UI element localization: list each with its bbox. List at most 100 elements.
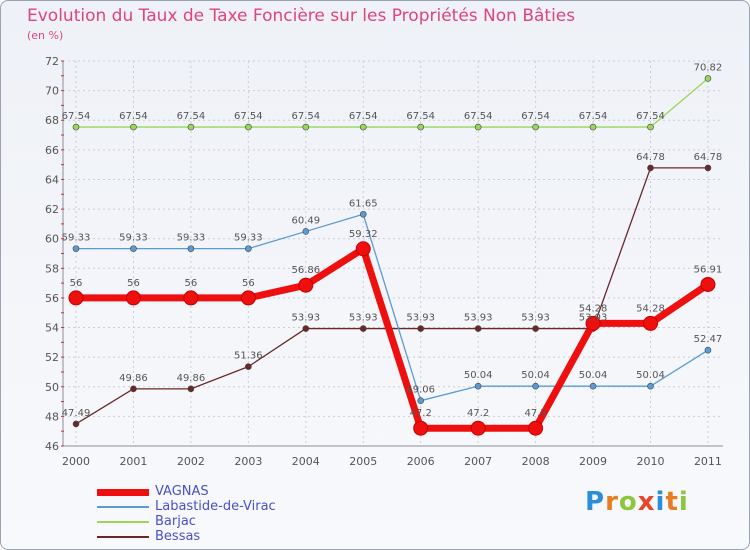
legend-swatch <box>97 536 149 538</box>
data-point <box>532 123 539 131</box>
data-label: 67.54 <box>234 111 263 122</box>
y-tick-label: 50 <box>45 381 59 394</box>
data-label: 59.33 <box>177 233 206 244</box>
y-tick-label: 48 <box>45 410 59 423</box>
data-point <box>647 123 654 131</box>
proxiti-logo: Proxiti <box>585 487 689 517</box>
series-layer <box>68 75 716 436</box>
data-label: 67.54 <box>579 111 608 122</box>
x-tick-label: 2011 <box>694 455 722 468</box>
y-tick-label: 66 <box>45 144 59 157</box>
y-tick-label: 64 <box>45 173 59 186</box>
x-tick-label: 2010 <box>637 455 665 468</box>
data-point <box>130 385 137 393</box>
data-point <box>643 315 658 331</box>
data-label: 56 <box>127 278 140 289</box>
data-point <box>704 346 712 354</box>
brand-letter: i <box>678 487 689 517</box>
data-point <box>130 123 137 131</box>
y-tick-label: 54 <box>45 322 59 335</box>
data-label: 50.04 <box>579 370 608 381</box>
legend-label: Labastide-de-Virac <box>155 499 276 514</box>
data-label: 59.32 <box>349 229 378 240</box>
x-tick-label: 2000 <box>62 455 90 468</box>
data-label: 52.47 <box>694 334 723 345</box>
data-point <box>125 290 141 306</box>
data-label: 54.28 <box>636 303 665 314</box>
data-label: 59.33 <box>119 233 148 244</box>
data-point <box>355 241 371 257</box>
x-tick-label: 2009 <box>579 455 607 468</box>
y-tick-label: 56 <box>45 292 59 305</box>
data-point <box>130 245 137 252</box>
axis-layer: 46 48 50 52 54 56 58 60 62 64 66 68 70 72 2000 2001 2002… <box>45 55 723 468</box>
data-label: 53.93 <box>291 313 320 324</box>
chart-title: Evolution du Taux de Taxe Foncière sur l… <box>27 6 576 26</box>
data-label: 67.54 <box>62 111 91 122</box>
data-label: 67.54 <box>119 111 148 122</box>
data-point <box>528 420 544 436</box>
data-point <box>413 420 429 436</box>
series-line <box>75 213 709 402</box>
series-line <box>75 77 709 128</box>
data-label: 59.33 <box>234 233 263 244</box>
y-tick-label: 72 <box>45 55 59 68</box>
chart-subtitle: (en %) <box>27 29 64 42</box>
data-point <box>359 325 367 332</box>
y-tick-label: 58 <box>45 262 59 275</box>
y-tick-label: 62 <box>45 203 59 216</box>
data-label: 67.54 <box>177 111 206 122</box>
brand-letter: x <box>637 487 656 517</box>
y-tick-label: 46 <box>45 440 59 453</box>
data-label: 56.91 <box>694 264 723 275</box>
data-label: 47.2 <box>524 408 546 419</box>
legend-swatch <box>97 489 149 496</box>
data-point <box>532 325 539 332</box>
data-point <box>245 363 252 370</box>
data-point <box>474 123 482 131</box>
data-label: 50.04 <box>636 370 665 381</box>
data-point <box>187 123 195 131</box>
series-line <box>72 245 712 432</box>
x-tick-label: 2006 <box>407 455 435 468</box>
data-point <box>72 123 80 131</box>
data-point <box>183 290 199 306</box>
legend-label: Bessas <box>155 529 201 544</box>
data-label: 54.28 <box>579 303 608 314</box>
data-point <box>72 420 80 428</box>
data-point <box>68 290 84 306</box>
data-label: 50.04 <box>464 370 493 381</box>
data-label: 67.54 <box>406 111 435 122</box>
data-point <box>298 277 314 293</box>
data-label: 64.78 <box>694 152 723 163</box>
data-label: 51.36 <box>234 351 263 362</box>
x-tick-label: 2003 <box>234 455 262 468</box>
data-label: 53.93 <box>464 313 493 324</box>
data-label: 53.93 <box>521 313 550 324</box>
data-point <box>240 290 256 306</box>
brand-letter: i <box>655 487 666 517</box>
data-point <box>700 276 716 292</box>
data-label: 64.78 <box>636 152 665 163</box>
data-label: 53.93 <box>349 313 378 324</box>
series-barjac <box>72 75 712 131</box>
y-tick-label: 60 <box>45 233 59 246</box>
legend-label: Barjac <box>155 514 196 529</box>
data-point <box>359 210 367 218</box>
data-point <box>72 245 80 252</box>
data-point <box>470 420 486 436</box>
data-label: 56 <box>185 278 198 289</box>
brand-letter: t <box>665 487 679 517</box>
data-point <box>187 385 195 393</box>
data-point <box>647 382 654 390</box>
data-point <box>647 164 654 172</box>
data-label: 47.49 <box>62 408 91 419</box>
data-label: 56 <box>242 278 255 289</box>
data-label: 67.54 <box>291 111 320 122</box>
data-point <box>585 315 601 331</box>
chart-legend: VAGNAS Labastide-de-Virac Barjac Bessas <box>97 485 417 547</box>
data-point <box>474 325 482 332</box>
y-tick-label: 52 <box>45 351 59 364</box>
x-tick-label: 2008 <box>522 455 550 468</box>
data-point <box>474 382 482 390</box>
